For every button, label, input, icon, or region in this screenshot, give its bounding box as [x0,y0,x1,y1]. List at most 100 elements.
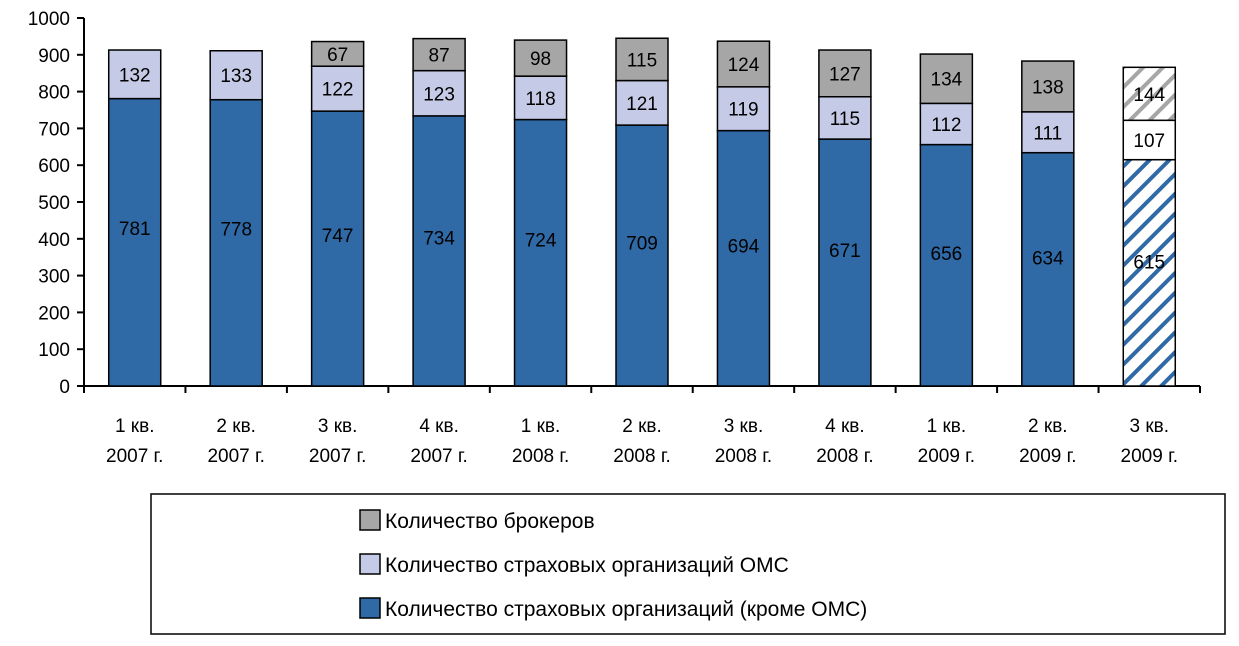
y-tick-label: 0 [59,377,70,398]
x-tick-label: 2 кв. [622,416,662,437]
bar-segment [412,37,466,72]
data-label: 634 [1032,249,1064,270]
bar-segment [716,86,771,132]
data-label: 118 [525,89,555,110]
x-tick-label: 2 кв. [216,416,256,437]
legend-box [150,493,1226,635]
bar-segment [1122,119,1177,161]
y-tick-label: 800 [38,83,70,104]
data-label: 98 [530,49,551,70]
legend-entry: Количество страховых организаций ОМС [385,554,789,577]
x-tick-label: 2007 г. [207,446,264,467]
x-tick-label: 1 кв. [521,416,561,437]
x-tick-label: 2 кв. [1028,416,1068,437]
bar-segment [716,40,771,88]
bar-segment [818,138,872,387]
bar-segment [513,39,568,77]
x-tick-label: 2007 г. [410,446,467,467]
data-label: 115 [627,50,657,71]
legend-entry: Количество брокеров [385,510,595,533]
x-tick-label: 2009 г. [1019,446,1076,467]
legend-swatch [359,509,381,531]
data-label: 138 [1032,77,1064,98]
x-tick-label: 2008 г. [715,446,772,467]
bar-segment [615,37,669,82]
bar-segment [513,118,568,387]
x-tick-label: 2007 г. [106,446,163,467]
bar-segment [919,53,974,105]
x-tick-label: 4 кв. [419,416,459,437]
y-tick-label: 1000 [28,9,70,30]
x-tick-label: 2008 г. [613,446,670,467]
y-tick-label: 600 [38,156,70,177]
bar-segment [310,65,365,112]
data-label: 127 [829,64,861,85]
x-tick-label: 3 кв. [724,416,764,437]
bar-segment [209,50,263,101]
y-tick-label: 500 [38,193,70,214]
plot-area: 0 100 200 300 400 500 600 700 800 900 1000 781 132 1 … [28,9,1201,467]
x-tick-label: 3 кв. [318,416,358,437]
data-label: 144 [1133,85,1165,106]
bar-segment [919,143,974,387]
bar-segment [1122,66,1177,122]
y-tick-label: 300 [38,267,70,288]
bar-segment [412,69,466,117]
bar-segment [818,96,872,140]
bar-segment [919,102,974,146]
x-tick-label: 3 кв. [1130,416,1170,437]
bar-segment [1021,60,1075,113]
x-tick-label: 2009 г. [1121,446,1178,467]
data-label: 134 [931,70,963,91]
data-label: 778 [220,220,252,241]
bar-segment [818,49,872,98]
bar-segment [209,98,263,387]
data-label: 615 [1133,253,1165,274]
bar-segment [1122,158,1177,387]
bar-segment [107,49,162,100]
data-label: 747 [322,226,354,247]
bar-segment [513,75,568,121]
y-tick-label: 700 [38,119,70,140]
data-label: 781 [119,219,151,240]
data-label: 123 [423,84,455,105]
data-label: 709 [626,233,658,254]
data-label: 107 [1133,131,1165,152]
data-label: 67 [327,45,348,66]
data-label: 87 [429,46,450,67]
bar-segment [310,40,365,67]
data-label: 122 [322,80,354,101]
data-label: 694 [728,237,760,258]
x-tick-label: 1 кв. [115,416,155,437]
y-tick-label: 200 [38,303,70,324]
x-tick-label: 2007 г. [309,446,366,467]
legend: Количество брокеров Количество страховых … [150,493,1226,635]
y-tick-label: 100 [38,340,70,361]
x-tick-label: 4 кв. [825,416,865,437]
bar-segment [412,115,466,387]
legend-swatch [359,597,381,619]
bar-segment [716,129,771,387]
data-label: 724 [525,230,557,251]
x-tick-label: 2009 г. [918,446,975,467]
data-label: 734 [423,228,455,249]
legend-entry: Количество страховых организаций (кроме … [385,598,867,621]
data-label: 132 [119,65,151,86]
bar-segment [310,110,365,387]
data-label: 671 [829,241,861,262]
bar-segment [615,124,669,387]
data-label: 112 [931,115,961,136]
data-label: 119 [728,100,758,121]
y-tick-label: 400 [38,230,70,251]
x-tick-label: 2008 г. [816,446,873,467]
x-tick-label: 2008 г. [512,446,569,467]
data-label: 656 [931,244,963,265]
data-label: 124 [728,55,760,76]
data-label: 115 [830,109,860,130]
bar-segment [1021,111,1075,154]
data-label: 133 [220,66,252,87]
bar-segment [107,97,162,387]
data-label: 111 [1033,123,1062,144]
